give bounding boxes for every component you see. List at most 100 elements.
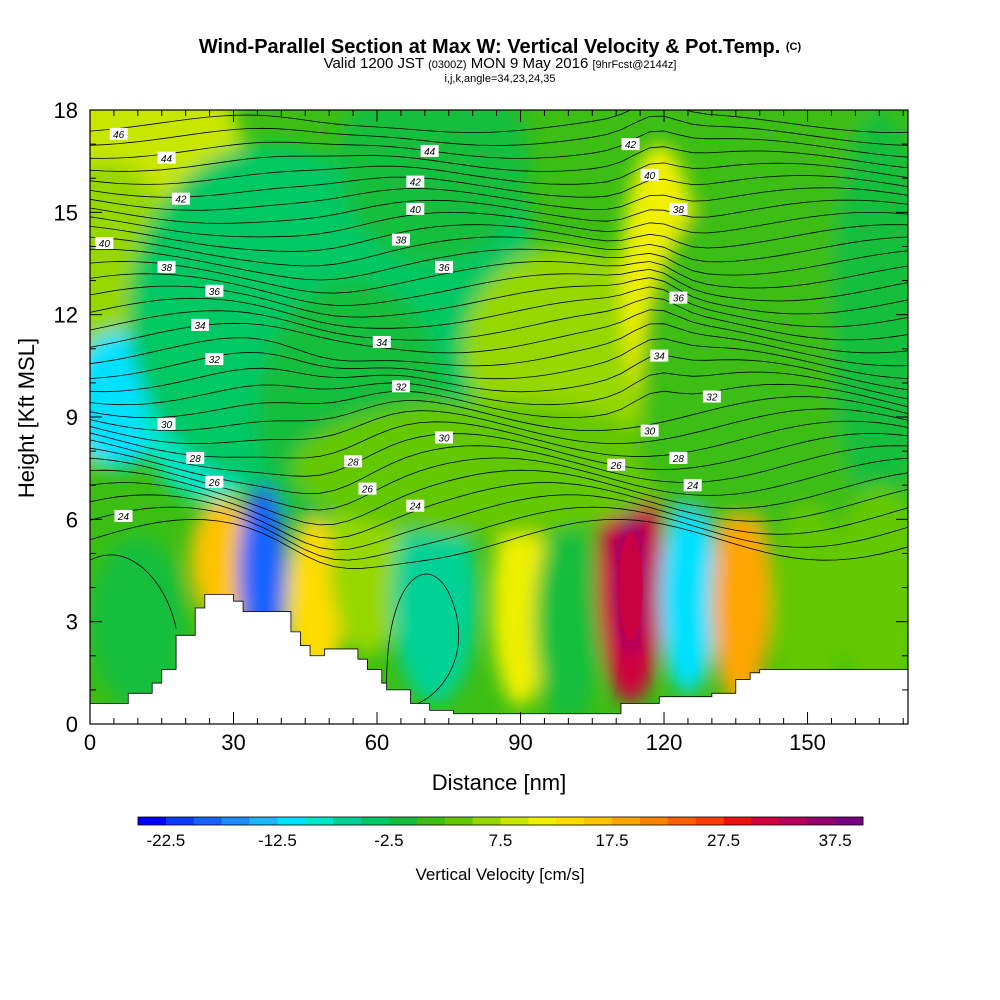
colorbar-swatch xyxy=(500,817,529,825)
contour-label: 44 xyxy=(420,144,439,158)
velocity-cell xyxy=(534,519,602,724)
isentrope-line xyxy=(90,175,908,198)
contour-label: 26 xyxy=(358,482,377,496)
isentrope-line xyxy=(386,573,459,708)
y-tick-label: 9 xyxy=(66,405,78,430)
isentrope-line xyxy=(90,371,908,406)
contour-label: 26 xyxy=(607,458,626,472)
y-tick-label: 15 xyxy=(54,200,78,225)
isentrope-line xyxy=(90,187,908,211)
valid-time-line: Valid 1200 JST (0300Z) MON 9 May 2016 [9… xyxy=(0,56,1000,73)
contour-label: 36 xyxy=(205,284,224,298)
colorbar-swatch xyxy=(472,817,501,825)
contour-label: 34 xyxy=(191,318,210,332)
isentrope-line xyxy=(90,338,908,380)
isentrope-line xyxy=(90,261,908,294)
contour-label-text: 40 xyxy=(99,239,111,250)
colorbar-frame xyxy=(137,816,864,826)
colorbar-swatch xyxy=(667,817,696,825)
colorbar-swatch xyxy=(751,817,780,825)
isentrope-line xyxy=(90,420,908,459)
colorbar-tick-label: 37.5 xyxy=(819,831,852,850)
contour-label-box xyxy=(205,475,224,488)
contour-label-text: 44 xyxy=(161,154,173,165)
colorbar: -22.5 -12.5 -2.5 7.5 17.5 27.5 37.5 xyxy=(137,816,864,850)
contour-label: 42 xyxy=(621,138,640,151)
contour-label: 28 xyxy=(669,451,688,465)
colorbar-swatch xyxy=(361,817,390,825)
y-axis-label: Height [Kft MSL] xyxy=(14,338,39,498)
contour-label-box xyxy=(702,390,721,403)
colorbar-swatch xyxy=(444,817,473,825)
contour-label-box xyxy=(434,431,453,444)
isentrope-line xyxy=(90,506,908,561)
velocity-cell xyxy=(463,246,674,452)
valid-date: MON 9 May 2016 xyxy=(470,55,589,72)
colorbar-swatch xyxy=(807,817,836,825)
contour-label-text: 30 xyxy=(438,433,450,444)
title-block: Wind-Parallel Section at Max W: Vertical… xyxy=(0,36,1000,85)
contour-label-text: 38 xyxy=(395,236,407,247)
chart-title: Wind-Parallel Section at Max W: Vertical… xyxy=(0,36,1000,58)
velocity-cell xyxy=(831,110,908,520)
contour-label-text: 40 xyxy=(410,205,422,216)
isentrope-line xyxy=(90,297,908,341)
colorbar-swatch xyxy=(612,817,641,825)
contour-label-box xyxy=(205,284,224,297)
contour-label-text: 40 xyxy=(644,171,656,182)
contour-label-box xyxy=(372,335,391,348)
contour-label-box xyxy=(669,291,688,304)
contour-label-text: 26 xyxy=(610,461,623,472)
contour-label-box xyxy=(191,318,210,331)
isentrope-line xyxy=(90,130,908,159)
y-tick-label: 18 xyxy=(54,98,78,123)
contour-label-box xyxy=(669,451,688,464)
contour-label-text: 36 xyxy=(209,287,221,298)
x-tick-label: 120 xyxy=(646,730,683,755)
contour-label-text: 38 xyxy=(673,205,685,216)
contour-label-box xyxy=(621,138,640,151)
velocity-cell xyxy=(290,399,674,537)
isentrope-line xyxy=(90,408,908,444)
colorbar-swatch xyxy=(277,817,306,825)
contour-label: 42 xyxy=(171,192,190,206)
contour-label-box xyxy=(95,237,114,250)
contour-label: 40 xyxy=(640,168,659,182)
contour-label-text: 32 xyxy=(706,393,718,404)
contour-label-text: 28 xyxy=(347,457,360,468)
colorbar-swatch xyxy=(779,817,808,825)
isentrope-line xyxy=(90,433,908,477)
velocity-cell xyxy=(391,498,478,704)
contour-label-text: 30 xyxy=(161,420,173,431)
contour-label: 26 xyxy=(205,475,224,489)
colorbar-swatch xyxy=(138,817,167,825)
contour-label: 40 xyxy=(406,202,425,216)
colorbar-swatch xyxy=(584,817,613,825)
isentrope-line xyxy=(90,277,908,318)
isentrope-line xyxy=(90,457,908,511)
isentrope-line xyxy=(90,224,908,252)
contour-label: 32 xyxy=(205,353,224,366)
contour-label-text: 42 xyxy=(175,195,187,206)
contour-label-box xyxy=(406,499,425,512)
velocity-core xyxy=(618,532,643,643)
isentrope-line xyxy=(90,482,908,539)
contour-label: 24 xyxy=(406,499,425,513)
velocity-cell xyxy=(769,502,846,707)
contour-label-text: 38 xyxy=(161,263,173,274)
colorbar-swatch xyxy=(165,817,195,825)
contour-label: 34 xyxy=(372,335,391,349)
colorbar-tick-label: 7.5 xyxy=(489,831,513,850)
contour-label-box xyxy=(391,233,410,246)
contour-labels: 46 44 42 40 38 36 34 32 30 28 26 24 44 42 40 38 36 34 32 30… xyxy=(95,127,721,523)
x-tick-label: 150 xyxy=(789,730,826,755)
x-tick-label: 90 xyxy=(508,730,532,755)
contour-label-box xyxy=(391,380,410,393)
isentrope-line xyxy=(90,518,908,569)
contour-label-text: 24 xyxy=(117,512,130,523)
y-tick-label: 6 xyxy=(66,507,78,532)
isentrope-line xyxy=(90,162,908,185)
contour-label-box xyxy=(420,144,439,157)
velocity-cell xyxy=(711,502,770,707)
valid-utc: (0300Z) xyxy=(428,59,467,71)
